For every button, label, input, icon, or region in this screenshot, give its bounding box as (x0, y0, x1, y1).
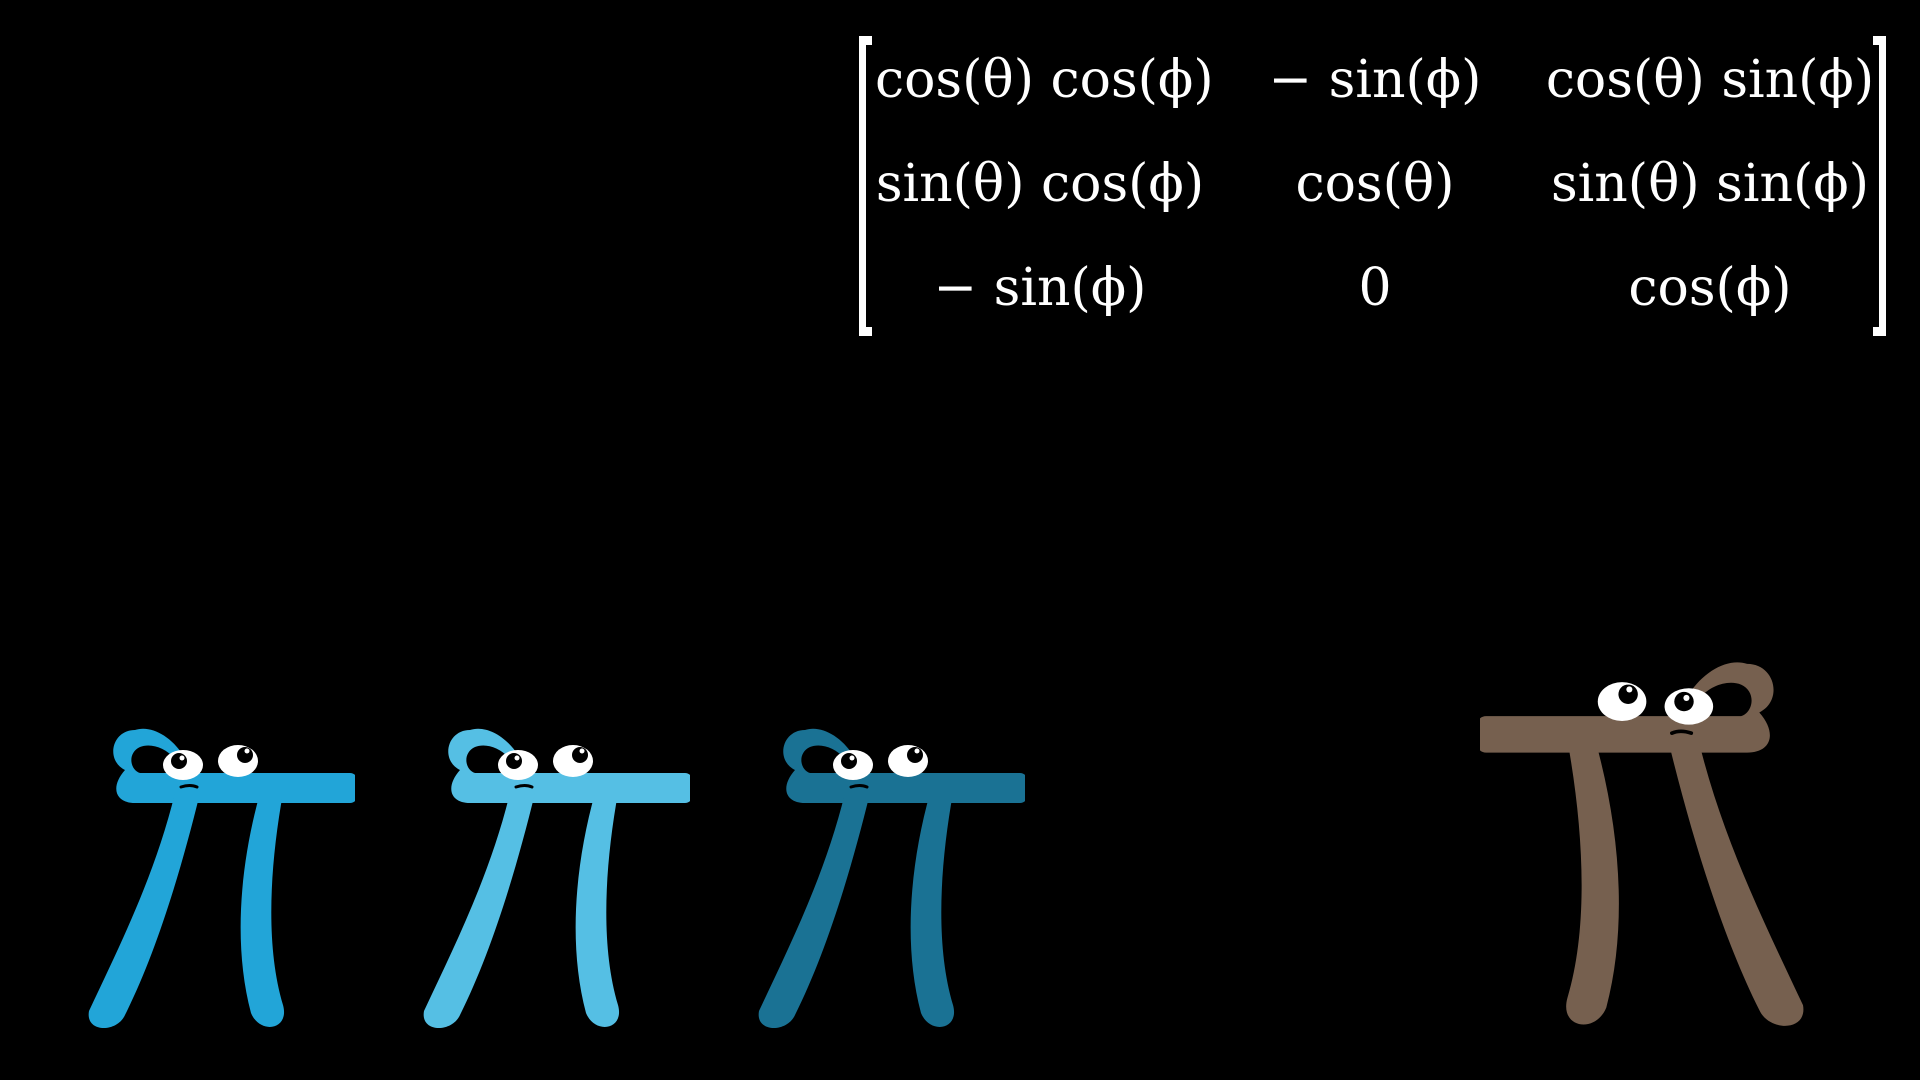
eye-right (218, 745, 258, 777)
matrix-entry-r2c3: sin(θ) sin(ϕ) (1550, 154, 1870, 214)
pi-body (758, 728, 1025, 1029)
pi-face (833, 745, 928, 789)
rotation-matrix: cos(θ) cos(ϕ) − sin(ϕ) cos(θ) sin(ϕ) sin… (855, 30, 1890, 348)
pi-body (1480, 662, 1804, 1026)
pi-body (88, 728, 355, 1029)
pupil-right (1618, 684, 1638, 704)
matrix-entry-r2c2: cos(θ) (1295, 154, 1455, 214)
pupil-right (572, 747, 588, 763)
pi-creature-dark-blue (758, 728, 1025, 1029)
matrix-entry-r2c1: sin(θ) cos(ϕ) (875, 154, 1205, 214)
pupil-left (841, 753, 857, 769)
pi-face (498, 745, 593, 789)
pi-body (423, 728, 690, 1029)
mouth (849, 784, 869, 789)
pupil-left (1674, 691, 1694, 712)
matrix-entry-r1c1: cos(θ) cos(ϕ) (875, 50, 1214, 110)
matrix-entry-r3c2: 0 (1358, 258, 1392, 318)
pupil-left (171, 753, 187, 769)
matrix-right-bracket (1873, 36, 1886, 336)
eye-right (553, 745, 593, 777)
pi-creature-brown (1480, 662, 1804, 1026)
pupil-right (237, 747, 253, 763)
pi-creature-light-blue (423, 728, 690, 1029)
matrix-left-bracket (859, 36, 872, 336)
mouth (1670, 729, 1694, 735)
eye-right (888, 745, 928, 777)
matrix-entry-r3c3: cos(ϕ) (1628, 258, 1792, 318)
matrix-entry-r1c3: cos(θ) sin(ϕ) (1545, 50, 1875, 110)
pi-face (163, 745, 258, 789)
pi-creature-blue (88, 728, 355, 1029)
mouth (179, 784, 199, 789)
mouth (514, 784, 534, 789)
pi-face (1597, 682, 1714, 735)
matrix-entry-r1c2: − sin(ϕ) (1268, 50, 1482, 110)
matrix-entry-r3c1: − sin(ϕ) (933, 258, 1147, 318)
pupil-right (907, 747, 923, 763)
pupil-left (506, 753, 522, 769)
